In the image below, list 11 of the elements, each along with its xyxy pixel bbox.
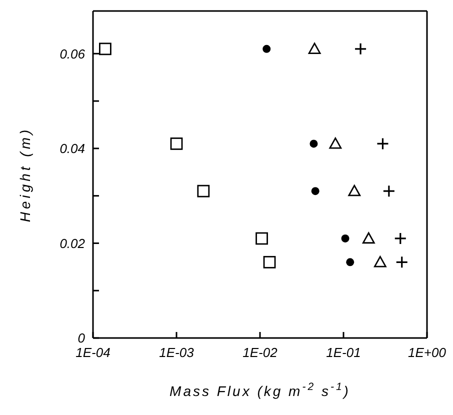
y-tick-label: 0.02 (60, 236, 86, 251)
x-tick-label: 1E-02 (242, 345, 278, 360)
y-tick-label: 0.04 (60, 141, 85, 156)
x-tick-label: 1E-01 (326, 345, 361, 360)
x-axis-title: Mass Flux (kg m$^{-2}$ s$^{-1}$) (170, 381, 350, 399)
y-axis-title: Height (m) (17, 126, 33, 222)
x-tick-label: 1E-03 (159, 345, 195, 360)
x-tick-label: 1E-04 (76, 345, 110, 360)
x-tick-label: 1E+00 (408, 345, 447, 360)
y-tick-label: 0 (78, 330, 86, 346)
y-tick-label: 0.06 (60, 46, 86, 62)
